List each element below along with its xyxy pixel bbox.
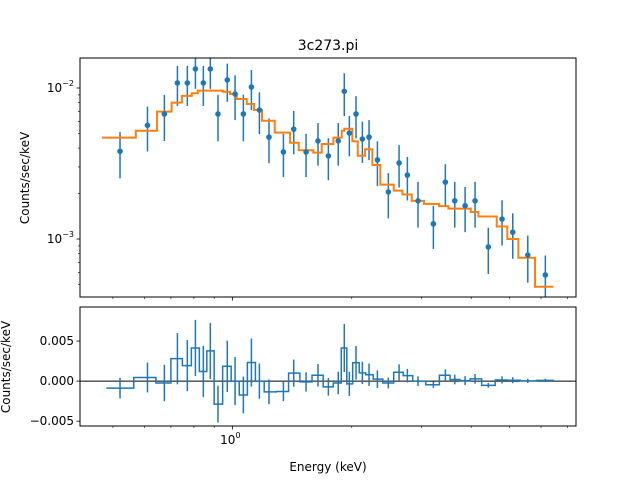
bottom-axes-frame	[79, 306, 577, 427]
residual-series	[80, 319, 576, 423]
tick-base: 10	[47, 232, 62, 246]
data-point	[256, 107, 263, 113]
data-point	[117, 148, 123, 155]
tick-exponent: 0	[235, 431, 240, 440]
residual-axes: 100 0.005 0.000 −0.005	[30, 306, 577, 447]
data-point	[346, 130, 353, 136]
tick-exponent: −2	[62, 79, 74, 88]
data-point	[248, 84, 255, 90]
data-point	[472, 198, 478, 204]
residual-step-line	[106, 347, 555, 405]
data-point	[485, 244, 492, 250]
data-point	[290, 126, 297, 132]
tick-exponent: −3	[62, 230, 74, 239]
data-point	[266, 134, 272, 140]
data-point	[430, 221, 437, 227]
data-point	[499, 216, 505, 222]
data-point	[542, 272, 549, 278]
data-point	[396, 160, 402, 166]
data-point	[385, 189, 392, 195]
data-point	[325, 153, 332, 159]
x-tick-label: 100	[220, 431, 240, 447]
data-point	[366, 134, 372, 140]
data-point	[240, 111, 247, 117]
data-point	[451, 198, 458, 204]
data-point	[303, 149, 309, 155]
data-point	[224, 77, 231, 83]
data-point	[215, 111, 221, 117]
data-point	[442, 179, 449, 185]
y-tick-label: 10−3	[47, 230, 74, 246]
data-point	[335, 138, 342, 144]
data-point	[315, 138, 321, 144]
data-point	[184, 80, 191, 86]
data-point	[174, 80, 181, 86]
top-y-axis-label: Counts/sec/keV	[18, 131, 32, 224]
model-line	[101, 89, 554, 288]
data-point	[341, 88, 348, 95]
top-axes: 10−210−3	[47, 57, 577, 301]
y-tick-label: −0.005	[30, 414, 74, 428]
x-axis-label: Energy (keV)	[289, 460, 366, 474]
data-point	[200, 80, 207, 86]
chart-title: 3c273.pi	[298, 38, 359, 54]
bottom-y-axis-label: Counts/sec/keV	[0, 320, 13, 413]
data-point	[192, 66, 199, 72]
y-tick-label: 10−2	[47, 79, 74, 95]
data-point	[462, 202, 468, 209]
data-point	[144, 122, 151, 129]
tick-base: 10	[220, 433, 235, 447]
data-point	[161, 111, 168, 117]
data-series	[101, 58, 554, 297]
data-point	[404, 172, 411, 178]
data-point	[374, 157, 381, 163]
data-point	[524, 252, 531, 258]
data-point	[359, 136, 366, 142]
y-tick-label: 0.005	[40, 334, 74, 348]
y-tick-label: 0.000	[40, 374, 74, 388]
data-point	[207, 66, 214, 72]
top-axes-frame	[79, 57, 577, 298]
data-point	[509, 229, 516, 235]
data-point	[280, 149, 287, 155]
data-point	[232, 91, 238, 97]
tick-base: 10	[47, 81, 62, 95]
data-point	[353, 111, 359, 117]
data-point	[415, 198, 421, 204]
